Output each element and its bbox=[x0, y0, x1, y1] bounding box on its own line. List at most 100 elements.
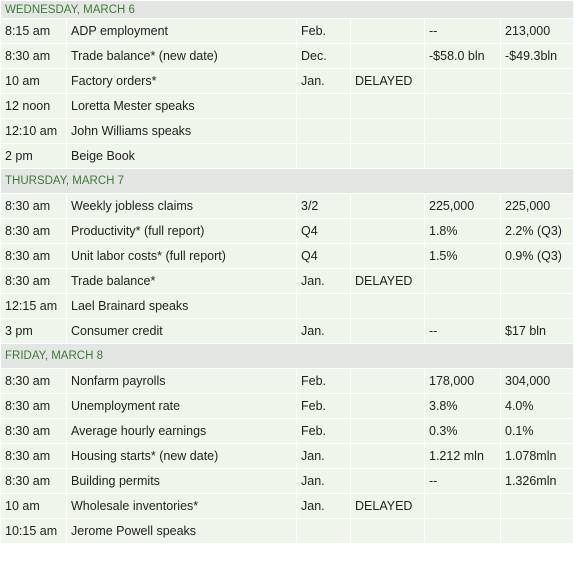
empty-cell bbox=[350, 318, 425, 344]
time-cell: 12:10 am bbox=[0, 118, 67, 144]
empty-cell bbox=[424, 268, 501, 294]
event-cell: Building permits bbox=[66, 468, 297, 494]
forecast-cell: 178,000 bbox=[424, 368, 501, 394]
time-cell: 8:30 am bbox=[0, 43, 67, 69]
event-cell: Lael Brainard speaks bbox=[66, 293, 297, 319]
previous-cell: 2.2% (Q3) bbox=[499, 218, 575, 244]
previous-cell: 1.326mln bbox=[499, 468, 575, 494]
time-cell: 10 am bbox=[0, 68, 67, 94]
event-cell: Unemployment rate bbox=[66, 393, 297, 419]
previous-cell: -$49.3bln bbox=[499, 43, 575, 69]
actual-cell: DELAYED bbox=[350, 268, 425, 294]
forecast-cell: 1.5% bbox=[424, 243, 501, 269]
event-row: 8:30 am Trade balance* (new date) Dec. -$58… bbox=[0, 43, 575, 69]
empty-cell bbox=[499, 518, 575, 544]
forecast-cell: -$58.0 bln bbox=[424, 43, 501, 69]
previous-cell: $17 bln bbox=[499, 318, 575, 344]
event-cell: Unit labor costs* (full report) bbox=[66, 243, 297, 269]
period-cell: Jan. bbox=[296, 493, 351, 519]
event-cell: Productivity* (full report) bbox=[66, 218, 297, 244]
empty-cell bbox=[350, 293, 425, 319]
event-cell: Trade balance* bbox=[66, 268, 297, 294]
period-cell: Q4 bbox=[296, 218, 351, 244]
empty-cell bbox=[296, 293, 351, 319]
event-cell: Loretta Mester speaks bbox=[66, 93, 297, 119]
event-cell: Housing starts* (new date) bbox=[66, 443, 297, 469]
section-title: FRIDAY, MARCH 8 bbox=[0, 343, 575, 369]
event-row: 8:30 am Weekly jobless claims 3/2 225,000 22… bbox=[0, 193, 575, 219]
empty-cell bbox=[296, 93, 351, 119]
period-cell: Jan. bbox=[296, 268, 351, 294]
event-row: 10 am Wholesale inventories* Jan. DELAYED bbox=[0, 493, 575, 519]
event-cell: Beige Book bbox=[66, 143, 297, 169]
time-cell: 2 pm bbox=[0, 143, 67, 169]
section-title: THURSDAY, MARCH 7 bbox=[0, 168, 575, 194]
event-row: 8:30 am Housing starts* (new date) Jan. 1.2… bbox=[0, 443, 575, 469]
section-title: WEDNESDAY, MARCH 6 bbox=[0, 0, 575, 19]
empty-cell bbox=[424, 493, 501, 519]
event-cell: Weekly jobless claims bbox=[66, 193, 297, 219]
period-cell: Feb. bbox=[296, 418, 351, 444]
time-cell: 8:30 am bbox=[0, 268, 67, 294]
empty-cell bbox=[424, 293, 501, 319]
time-cell: 8:30 am bbox=[0, 393, 67, 419]
empty-cell bbox=[350, 118, 425, 144]
empty-cell bbox=[424, 143, 501, 169]
period-cell: Feb. bbox=[296, 393, 351, 419]
time-cell: 8:30 am bbox=[0, 443, 67, 469]
section-header: FRIDAY, MARCH 8 bbox=[0, 343, 575, 369]
event-row: 8:30 am Unemployment rate Feb. 3.8% 4.0% bbox=[0, 393, 575, 419]
forecast-cell: 1.212 mln bbox=[424, 443, 501, 469]
event-cell: Trade balance* (new date) bbox=[66, 43, 297, 69]
event-row: 3 pm Consumer credit Jan. -- $17 bln bbox=[0, 318, 575, 344]
previous-cell: 0.9% (Q3) bbox=[499, 243, 575, 269]
event-row: 12 noon Loretta Mester speaks bbox=[0, 93, 575, 119]
forecast-cell: 225,000 bbox=[424, 193, 501, 219]
event-row: 2 pm Beige Book bbox=[0, 143, 575, 169]
event-row: 10:15 am Jerome Powell speaks bbox=[0, 518, 575, 544]
forecast-cell: 1.8% bbox=[424, 218, 501, 244]
empty-cell bbox=[350, 518, 425, 544]
empty-cell bbox=[350, 443, 425, 469]
event-cell: Nonfarm payrolls bbox=[66, 368, 297, 394]
event-row: 12:10 am John Williams speaks bbox=[0, 118, 575, 144]
time-cell: 10:15 am bbox=[0, 518, 67, 544]
empty-cell bbox=[424, 68, 501, 94]
empty-cell bbox=[296, 118, 351, 144]
forecast-cell: 3.8% bbox=[424, 393, 501, 419]
period-cell: Jan. bbox=[296, 318, 351, 344]
period-cell: Jan. bbox=[296, 468, 351, 494]
empty-cell bbox=[350, 43, 425, 69]
event-cell: ADP employment bbox=[66, 18, 297, 44]
period-cell: Dec. bbox=[296, 43, 351, 69]
event-row: 8:30 am Productivity* (full report) Q4 1.8%… bbox=[0, 218, 575, 244]
time-cell: 8:30 am bbox=[0, 193, 67, 219]
event-cell: Jerome Powell speaks bbox=[66, 518, 297, 544]
event-cell: John Williams speaks bbox=[66, 118, 297, 144]
empty-cell bbox=[424, 93, 501, 119]
event-row: 8:30 am Building permits Jan. -- 1.326mln bbox=[0, 468, 575, 494]
period-cell: Q4 bbox=[296, 243, 351, 269]
event-cell: Average hourly earnings bbox=[66, 418, 297, 444]
time-cell: 8:15 am bbox=[0, 18, 67, 44]
previous-cell: 213,000 bbox=[499, 18, 575, 44]
empty-cell bbox=[350, 368, 425, 394]
empty-cell bbox=[296, 518, 351, 544]
empty-cell bbox=[350, 243, 425, 269]
empty-cell bbox=[499, 93, 575, 119]
event-cell: Factory orders* bbox=[66, 68, 297, 94]
period-cell: Feb. bbox=[296, 368, 351, 394]
previous-cell: 304,000 bbox=[499, 368, 575, 394]
empty-cell bbox=[350, 93, 425, 119]
event-row: 8:30 am Average hourly earnings Feb. 0.3% 0.… bbox=[0, 418, 575, 444]
time-cell: 12:15 am bbox=[0, 293, 67, 319]
time-cell: 12 noon bbox=[0, 93, 67, 119]
time-cell: 8:30 am bbox=[0, 418, 67, 444]
empty-cell bbox=[350, 218, 425, 244]
event-cell: Consumer credit bbox=[66, 318, 297, 344]
forecast-cell: -- bbox=[424, 468, 501, 494]
section-header: THURSDAY, MARCH 7 bbox=[0, 168, 575, 194]
actual-cell: DELAYED bbox=[350, 68, 425, 94]
event-cell: Wholesale inventories* bbox=[66, 493, 297, 519]
